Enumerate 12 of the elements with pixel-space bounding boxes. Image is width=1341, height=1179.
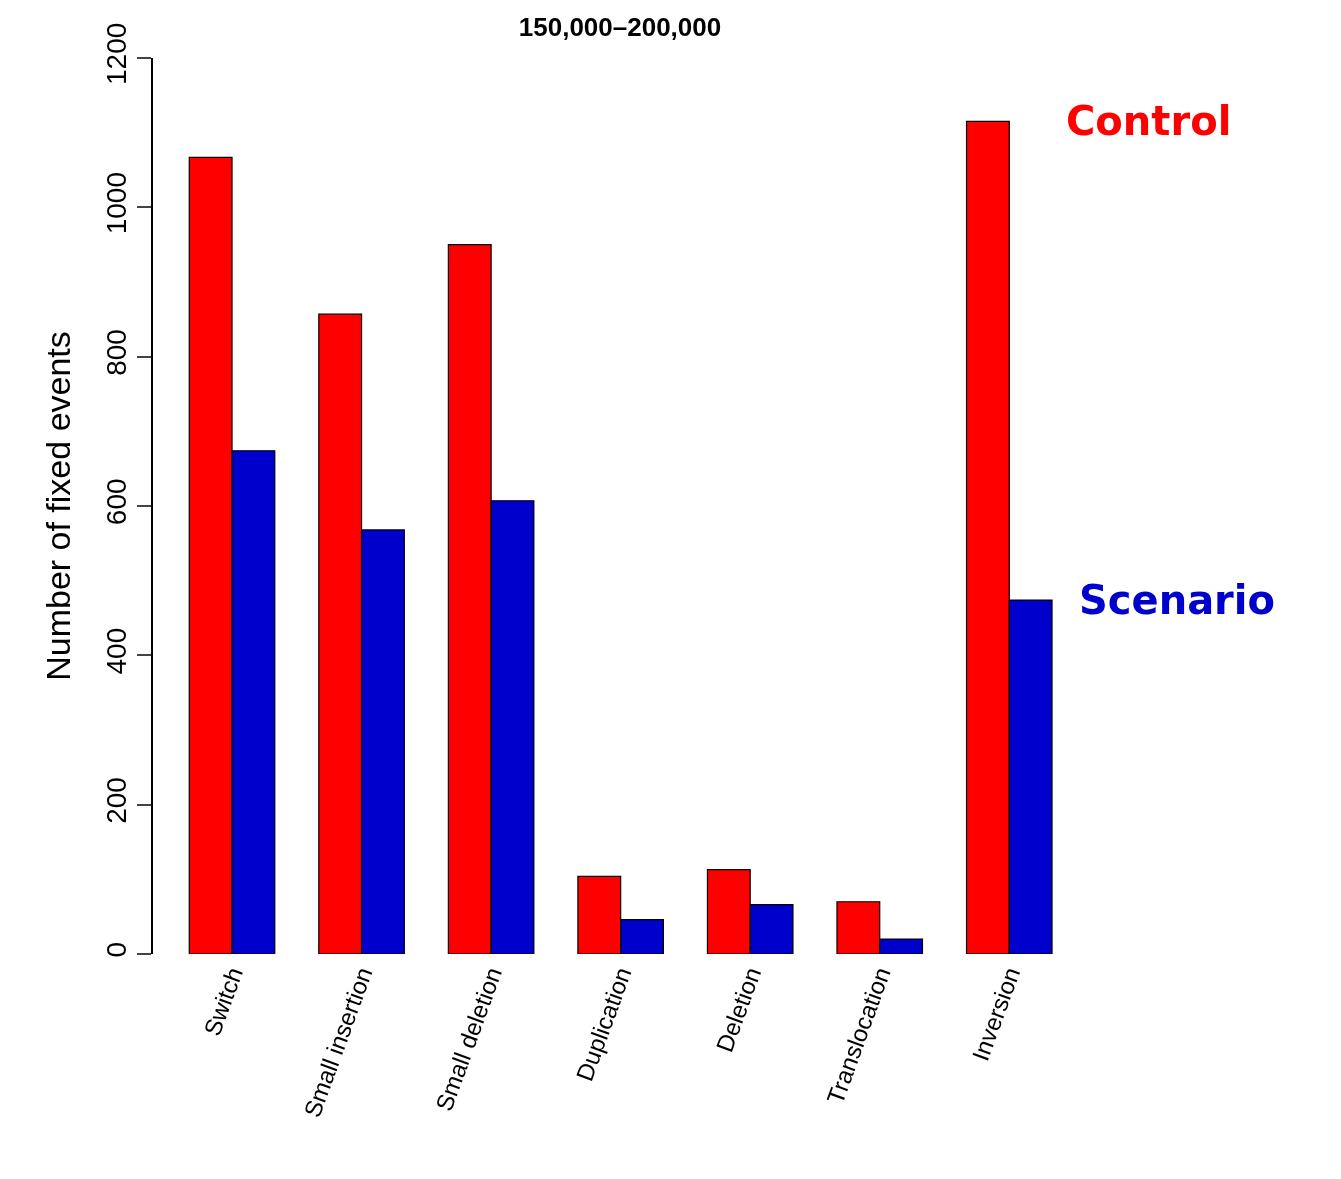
- y-tick-label: 1000: [101, 171, 133, 235]
- y-axis-title: Number of fixed events: [39, 331, 78, 681]
- y-tick-label: 600: [101, 478, 133, 526]
- chart-title: 150,000–200,000: [518, 11, 722, 42]
- series-label: Scenario: [1079, 577, 1276, 623]
- y-tick-label: 1200: [101, 22, 133, 85]
- series-label: Control: [1066, 98, 1232, 144]
- y-tick-label: 400: [101, 627, 133, 675]
- y-tick-label: 200: [101, 777, 133, 824]
- y-tick-label: 0: [101, 942, 133, 958]
- x-tick-label: Switch: [198, 963, 248, 1040]
- y-tick-label: 800: [101, 329, 133, 376]
